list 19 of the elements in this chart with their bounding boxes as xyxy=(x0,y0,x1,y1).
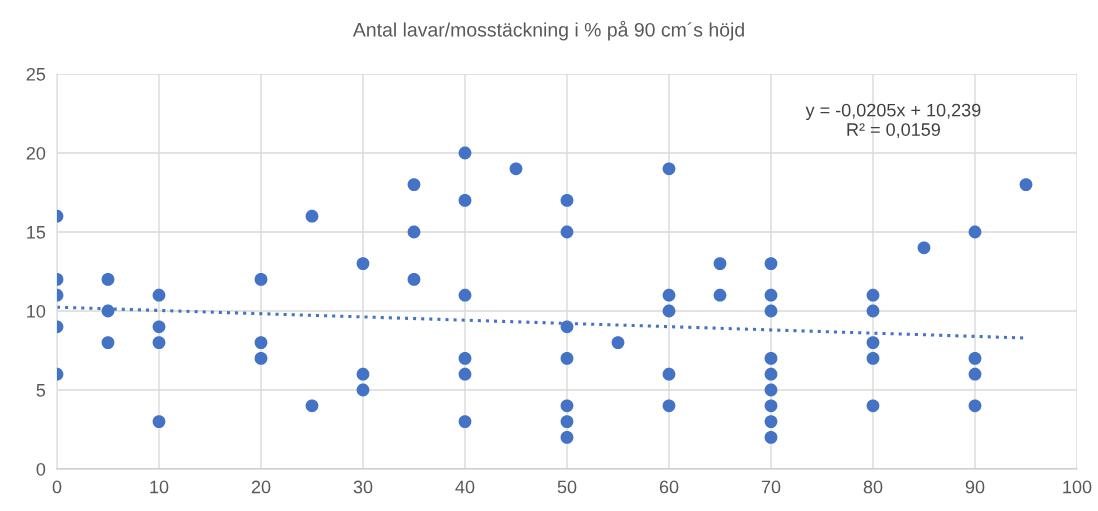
x-tick-label: 80 xyxy=(863,480,883,494)
x-tick-label: 100 xyxy=(1063,480,1092,494)
x-tick-label: 40 xyxy=(455,480,475,494)
x-tick-label: 60 xyxy=(659,480,679,494)
x-tick-label: 50 xyxy=(557,480,577,494)
y-tick-label: 10 xyxy=(27,304,46,318)
x-tick-label: 90 xyxy=(965,480,985,494)
y-tick-label: 20 xyxy=(26,146,46,160)
chart-title: Antal lavar/mosstäckning i % på 90 cm´s höjd xyxy=(352,20,744,41)
y-tick-label: 25 xyxy=(26,67,46,81)
x-tick-label: 70 xyxy=(761,480,781,494)
y-tick-label: 5 xyxy=(36,384,46,397)
x-tick-label: 0 xyxy=(52,480,62,494)
x-tick-label: 10 xyxy=(150,480,169,494)
annotation: y = -0,0205x + 10,239 R² = 0,0159 xyxy=(805,103,981,139)
y-tick-label: 0 xyxy=(36,462,46,476)
x-tick-label: 30 xyxy=(353,480,373,494)
y-tick-label: 15 xyxy=(27,226,46,239)
x-tick-label: 20 xyxy=(251,480,271,494)
